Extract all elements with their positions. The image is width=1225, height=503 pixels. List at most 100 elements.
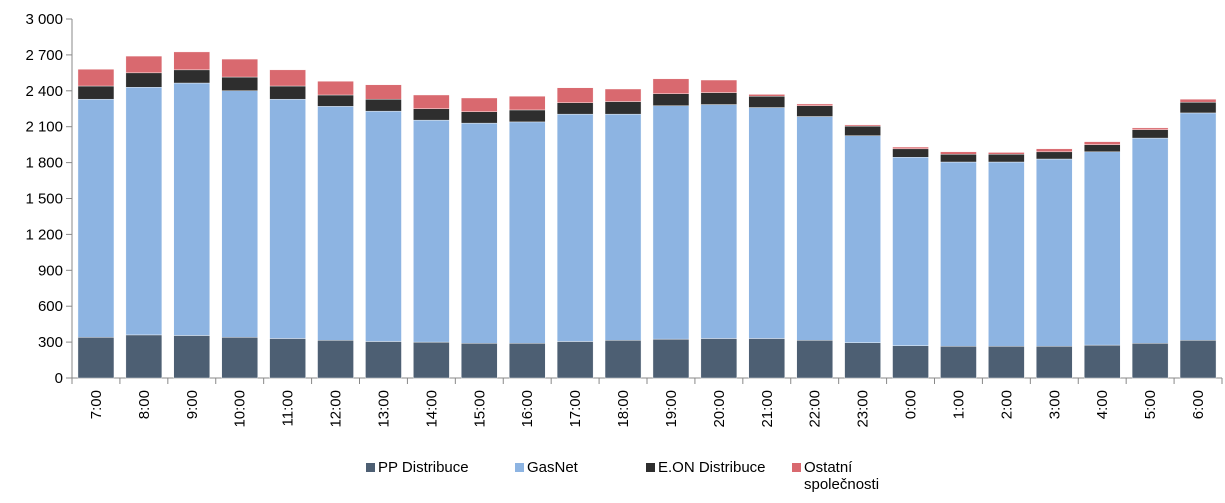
- x-tick-label: 1:00: [950, 390, 967, 419]
- bar-segment: [221, 90, 258, 338]
- bar-segment: [700, 104, 738, 339]
- bar-segment: [796, 103, 833, 106]
- bar-segment: [413, 341, 450, 379]
- bar-segment: [988, 161, 1025, 347]
- bar-segment: [796, 340, 833, 379]
- bar-segment: [652, 78, 690, 94]
- bar-segment: [1036, 151, 1073, 160]
- bar-segment: [1179, 112, 1217, 341]
- bar-segment: [892, 157, 929, 346]
- bar-segment: [125, 55, 163, 74]
- bar-segment: [604, 101, 642, 115]
- bar-segment: [892, 345, 929, 379]
- bar-segment: [1084, 344, 1121, 379]
- bar-segment: [125, 87, 163, 336]
- bar-segment: [317, 81, 354, 96]
- x-tick-label: 8:00: [136, 390, 153, 419]
- x-tick-label: 14:00: [423, 390, 440, 428]
- bar-segment: [748, 338, 785, 379]
- chart: 0 300 600 900 1 200 1 500 1 800 2 100 2 400 2 700…: [25, 11, 1223, 428]
- bar-segment: [844, 124, 881, 127]
- bar-segment: [509, 109, 546, 123]
- bar-segment: [556, 102, 594, 115]
- legend-label: PP Distribuce: [378, 459, 469, 476]
- bar-segment: [461, 111, 498, 124]
- bar-segment: [844, 342, 881, 379]
- bar-segment: [1179, 101, 1217, 114]
- x-tick-label: 19:00: [663, 390, 680, 428]
- bar-segment: [844, 135, 881, 343]
- bar-segment: [556, 87, 594, 103]
- bar-segment: [317, 106, 354, 341]
- x-tick-label: 21:00: [759, 390, 776, 428]
- bar-segment: [1131, 137, 1169, 344]
- legend-item: PP Distribuce: [366, 459, 469, 476]
- y-tick-label: 3 000: [25, 11, 63, 28]
- legend-swatch: [515, 463, 524, 472]
- bar-segment: [556, 113, 594, 342]
- bar-segment: [221, 76, 258, 91]
- legend-swatch: [366, 463, 375, 472]
- bar-segment: [1131, 129, 1169, 139]
- bar-segment: [748, 107, 785, 339]
- x-tick-label: 13:00: [375, 390, 392, 428]
- x-tick-label: 17:00: [567, 390, 584, 428]
- bar-segment: [221, 58, 258, 78]
- bar-segment: [1084, 141, 1121, 145]
- x-tick-label: 6:00: [1190, 390, 1207, 419]
- x-tick-label: 18:00: [615, 390, 632, 428]
- bar-segment: [1179, 98, 1217, 103]
- bar-segment: [365, 341, 402, 379]
- bar-segment: [796, 105, 833, 117]
- bar-segment: [269, 69, 306, 87]
- legend-label: GasNet: [527, 459, 578, 476]
- bar-segment: [365, 98, 402, 112]
- bar-segment: [413, 108, 450, 121]
- bar-segment: [652, 338, 690, 379]
- bar-segment: [604, 340, 642, 379]
- bar-segment: [892, 146, 929, 150]
- bar-segment: [413, 119, 450, 343]
- x-tick-label: 15:00: [471, 390, 488, 428]
- bar-segment: [461, 97, 498, 112]
- bar-segment: [1036, 148, 1073, 153]
- bar-segment: [1036, 158, 1073, 347]
- x-tick-label: 7:00: [88, 390, 105, 419]
- bar-segment: [221, 337, 258, 379]
- bar-segment: [77, 69, 115, 87]
- bar-segment: [700, 79, 738, 93]
- bar-segment: [1179, 340, 1217, 379]
- bar-segment: [77, 98, 115, 338]
- bar-segment: [748, 95, 785, 108]
- bar-segment: [1131, 343, 1169, 379]
- bar-segment: [940, 346, 977, 379]
- bar-segment: [509, 121, 546, 344]
- bar-segment: [173, 82, 210, 336]
- bar-segment: [269, 338, 306, 379]
- bar-segment: [1084, 151, 1121, 346]
- x-tick-label: 16:00: [519, 390, 536, 428]
- bar-segment: [1036, 346, 1073, 379]
- x-tick-label: 5:00: [1142, 390, 1159, 419]
- y-tick-label: 300: [38, 334, 63, 351]
- y-tick-label: 1 500: [25, 191, 63, 208]
- legend-swatch: [792, 463, 801, 472]
- y-tick-label: 1 200: [25, 226, 63, 243]
- bar-segment: [125, 334, 163, 379]
- bar-segment: [1084, 144, 1121, 153]
- bar-segment: [461, 343, 498, 379]
- bar-segment: [365, 110, 402, 342]
- y-tick-label: 2 400: [25, 83, 63, 100]
- bar-segment: [461, 122, 498, 344]
- y-tick-label: 600: [38, 298, 63, 315]
- legend-item: Ostatní společnosti: [792, 459, 896, 493]
- x-tick-label: 11:00: [280, 390, 297, 426]
- x-tick-label: 4:00: [1094, 390, 1111, 419]
- x-tick-label: 9:00: [184, 390, 201, 419]
- legend-label: E.ON Distribuce: [658, 459, 766, 476]
- bar-segment: [173, 335, 210, 379]
- bar-segment: [652, 105, 690, 340]
- legend-swatch: [646, 463, 655, 472]
- bar-segment: [796, 116, 833, 341]
